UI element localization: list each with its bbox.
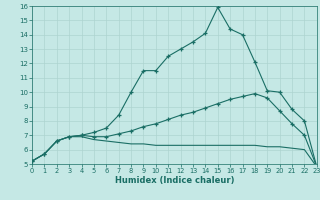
X-axis label: Humidex (Indice chaleur): Humidex (Indice chaleur) [115,176,234,185]
